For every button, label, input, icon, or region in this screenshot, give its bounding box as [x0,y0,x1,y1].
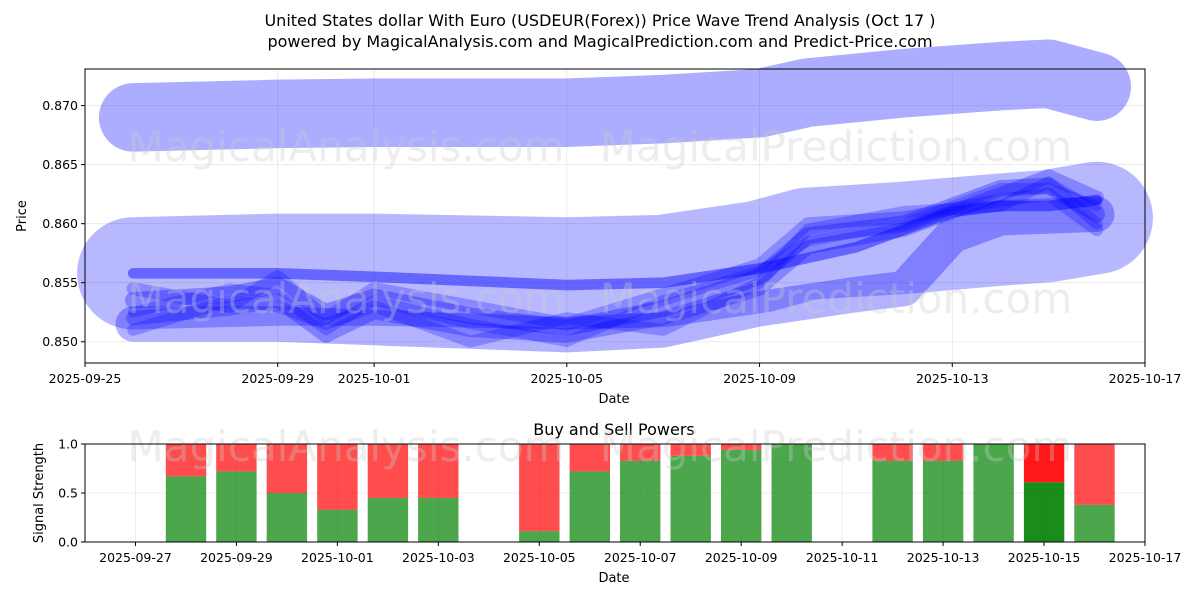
price-x-tick-label: 2025-10-01 [338,371,411,386]
price-x-tick-label: 2025-09-29 [241,371,314,386]
watermark-analysis-mid: MagicalAnalysis.com [128,274,565,323]
power-y-tick-label: 0.0 [58,535,78,550]
price-grid [84,69,1146,363]
buy-power-bar [418,497,459,542]
sell-power-bar [266,444,308,493]
price-y-tick-label: 0.865 [42,157,78,172]
sell-power-bar [317,444,358,510]
power-y-tick-label: 0.5 [58,486,78,501]
buy-power-bar [317,509,358,542]
price-y-ticks: 0.850 0.855 0.860 0.865 0.870 [42,98,85,349]
price-x-tick-label: 2025-10-05 [530,371,603,386]
price-x-tick-label: 2025-10-17 [1109,371,1182,386]
watermark-prediction-bottom: MagicalPrediction.com [600,422,1073,471]
price-x-axis-label: Date [598,392,629,407]
price-x-tick-label: 2025-09-25 [49,371,122,386]
power-x-tick-label: 2025-10-11 [806,550,879,565]
buy-power-bar [620,460,661,542]
power-y-ticks: 0.0 0.5 1.0 [58,437,85,550]
watermark-analysis-top: MagicalAnalysis.com [128,122,565,171]
power-x-tick-label: 2025-09-27 [99,550,172,565]
buy-power-bar [367,497,409,542]
power-x-tick-label: 2025-10-13 [907,550,980,565]
power-x-axis-label: Date [598,571,629,586]
watermark-prediction-mid: MagicalPrediction.com [600,274,1073,323]
buy-power-bar [165,476,207,542]
power-y-tick-label: 1.0 [58,437,78,452]
power-x-ticks: 2025-09-27 2025-09-29 2025-10-01 2025-10-03… [99,542,1181,565]
buy-power-bar [1023,482,1065,542]
sell-power-bar [367,444,409,498]
sell-power-bar [922,444,964,461]
figure-title-line2: powered by MagicalAnalysis.com and Magic… [267,32,932,51]
buy-power-bar [973,444,1014,542]
sell-power-bar [620,444,661,461]
price-x-tick-label: 2025-10-09 [723,371,796,386]
power-x-tick-label: 2025-10-03 [402,550,475,565]
price-y-tick-label: 0.850 [42,334,78,349]
power-x-tick-label: 2025-09-29 [200,550,273,565]
buy-power-bar [771,444,812,542]
price-wave-band [127,194,1103,291]
price-wave-band [77,161,1153,330]
watermark-analysis-bottom: MagicalAnalysis.com [128,422,565,471]
power-bars [165,444,1115,542]
watermark-prediction-top: MagicalPrediction.com [600,122,1073,171]
buy-power-bar [670,455,711,542]
sell-power-bar [165,444,207,477]
buy-power-bar [519,531,560,542]
buy-power-bar [872,460,913,542]
sell-power-bar [721,444,762,450]
buy-power-bar [569,471,610,542]
price-wave-band [98,39,1132,152]
figure-title-line1: United States dollar With Euro (USDEUR(F… [264,11,935,30]
sell-power-bar [1074,444,1115,505]
power-x-tick-label: 2025-10-09 [705,550,778,565]
price-y-tick-label: 0.870 [42,98,78,113]
price-wave-band [127,176,1103,348]
buy-power-bar [1074,504,1115,542]
sell-power-bar [216,444,257,472]
price-wave-band [124,177,1106,336]
price-wave-band [126,169,1104,343]
price-x-ticks: 2025-09-25 2025-09-29 2025-10-01 2025-10-05… [49,363,1182,386]
buy-power-bar [216,471,257,542]
price-axes-frame [84,68,1146,364]
buy-power-bar [922,460,964,542]
power-x-tick-label: 2025-10-01 [301,550,374,565]
price-wave-band [126,187,1104,331]
buy-power-bar [721,449,762,542]
buy-power-bar [266,493,308,542]
sell-power-bar [872,444,913,461]
power-x-tick-label: 2025-10-15 [1008,550,1081,565]
power-x-tick-label: 2025-10-07 [604,550,677,565]
power-panel-title: Buy and Sell Powers [533,420,695,439]
price-panel: MagicalAnalysis.com MagicalPrediction.co… [15,39,1182,407]
sell-power-bar [670,444,711,456]
price-wave-band [115,196,1115,353]
power-y-axis-label: Signal Strength [32,443,47,543]
price-wave-band [127,183,1103,348]
price-wave-bands [77,39,1153,353]
sell-power-bar [519,444,560,532]
sell-power-bar [418,444,459,498]
price-y-tick-label: 0.855 [42,275,78,290]
sell-power-bar [1023,444,1065,483]
power-panel: Buy and Sell Powers MagicalAnalysis.com … [32,420,1181,586]
price-y-axis-label: Price [15,200,30,232]
price-x-tick-label: 2025-10-13 [916,371,989,386]
sell-power-bar [569,444,610,472]
power-x-tick-label: 2025-10-17 [1109,550,1182,565]
power-x-tick-label: 2025-10-05 [503,550,576,565]
price-y-tick-label: 0.860 [42,216,78,231]
